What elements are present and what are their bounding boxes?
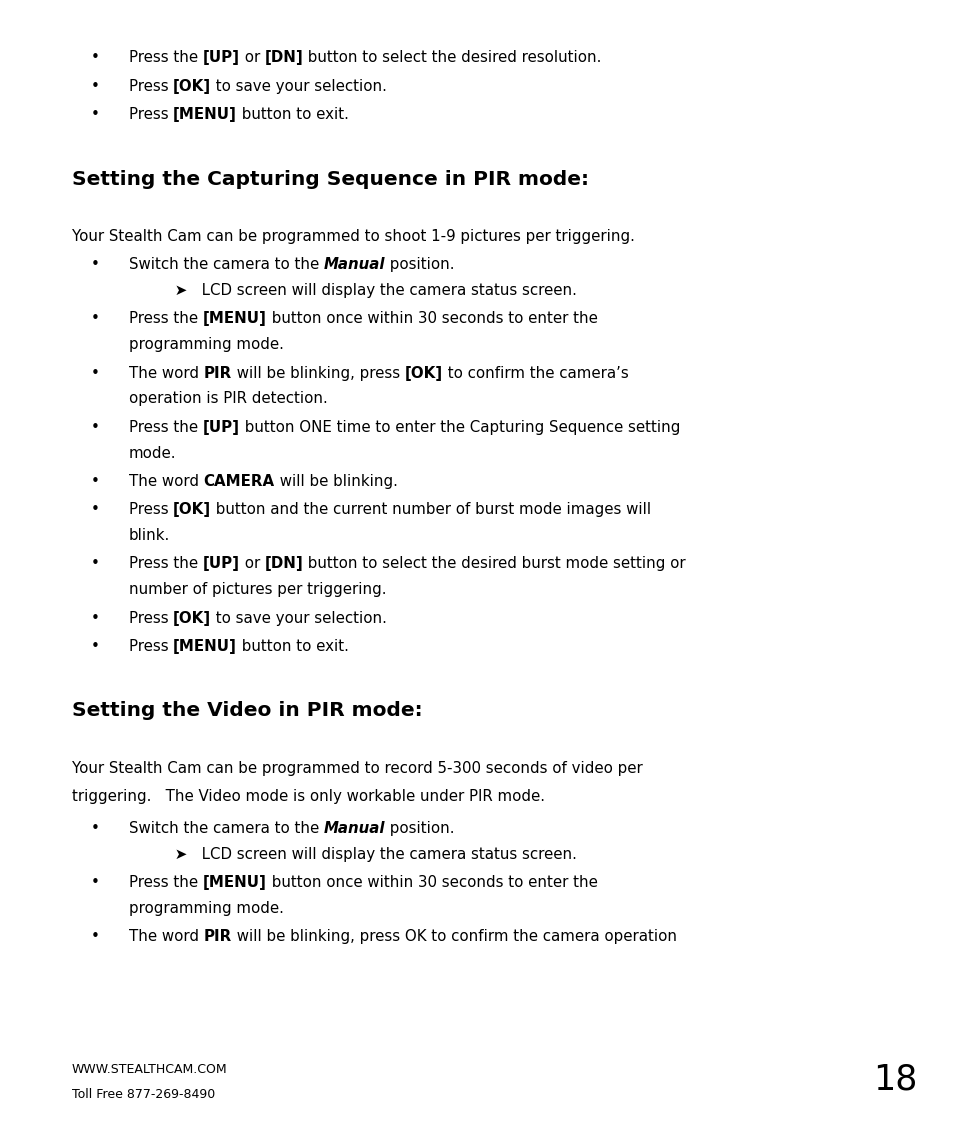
Text: •: • <box>91 930 99 945</box>
Text: •: • <box>91 639 99 654</box>
Text: •: • <box>91 420 99 435</box>
Text: [OK]: [OK] <box>173 610 211 625</box>
Text: Press the: Press the <box>129 311 202 326</box>
Text: or: or <box>239 50 264 65</box>
Text: Setting the Capturing Sequence in PIR mode:: Setting the Capturing Sequence in PIR mo… <box>71 169 588 189</box>
Text: Switch the camera to the: Switch the camera to the <box>129 258 323 273</box>
Text: [OK]: [OK] <box>173 503 211 518</box>
Text: •: • <box>91 875 99 891</box>
Text: button to select the desired burst mode setting or: button to select the desired burst mode … <box>303 556 685 571</box>
Text: [OK]: [OK] <box>404 365 442 380</box>
Text: [UP]: [UP] <box>202 420 239 435</box>
Text: Setting the Video in PIR mode:: Setting the Video in PIR mode: <box>71 702 422 720</box>
Text: [UP]: [UP] <box>202 50 239 65</box>
Text: CAMERA: CAMERA <box>203 474 274 489</box>
Text: to confirm the camera’s: to confirm the camera’s <box>442 365 628 380</box>
Text: •: • <box>91 821 99 836</box>
Text: PIR: PIR <box>203 930 232 945</box>
Text: [MENU]: [MENU] <box>202 311 266 326</box>
Text: The word: The word <box>129 930 203 945</box>
Text: [DN]: [DN] <box>264 556 303 571</box>
Text: •: • <box>91 106 99 123</box>
Text: button to exit.: button to exit. <box>236 639 349 654</box>
Text: •: • <box>91 503 99 518</box>
Text: [OK]: [OK] <box>173 79 211 94</box>
Text: will be blinking, press: will be blinking, press <box>232 365 404 380</box>
Text: The word: The word <box>129 474 203 489</box>
Text: button to exit.: button to exit. <box>236 106 349 123</box>
Text: •: • <box>91 258 99 273</box>
Text: •: • <box>91 311 99 326</box>
Text: will be blinking.: will be blinking. <box>274 474 397 489</box>
Text: or: or <box>239 556 264 571</box>
Text: Press the: Press the <box>129 556 202 571</box>
Text: operation is PIR detection.: operation is PIR detection. <box>129 392 327 406</box>
Text: button and the current number of burst mode images will: button and the current number of burst m… <box>211 503 651 518</box>
Text: ➤   LCD screen will display the camera status screen.: ➤ LCD screen will display the camera sta… <box>151 847 576 862</box>
Text: •: • <box>91 79 99 94</box>
Text: [MENU]: [MENU] <box>173 639 236 654</box>
Text: button once within 30 seconds to enter the: button once within 30 seconds to enter t… <box>266 875 597 891</box>
Text: Your Stealth Cam can be programmed to shoot 1-9 pictures per triggering.: Your Stealth Cam can be programmed to sh… <box>71 229 634 244</box>
Text: Press: Press <box>129 610 173 625</box>
Text: WWW.STEALTHCAM.COM: WWW.STEALTHCAM.COM <box>71 1063 227 1075</box>
Text: will be blinking, press OK to confirm the camera operation: will be blinking, press OK to confirm th… <box>232 930 676 945</box>
Text: [MENU]: [MENU] <box>202 875 266 891</box>
Text: position.: position. <box>385 821 455 836</box>
Text: Press: Press <box>129 639 173 654</box>
Text: 18: 18 <box>872 1063 917 1097</box>
Text: button once within 30 seconds to enter the: button once within 30 seconds to enter t… <box>266 311 597 326</box>
Text: programming mode.: programming mode. <box>129 901 283 916</box>
Text: •: • <box>91 365 99 380</box>
Text: number of pictures per triggering.: number of pictures per triggering. <box>129 582 386 598</box>
Text: •: • <box>91 556 99 571</box>
Text: Press the: Press the <box>129 50 202 65</box>
Text: •: • <box>91 474 99 489</box>
Text: PIR: PIR <box>203 365 232 380</box>
Text: Toll Free 877-269-8490: Toll Free 877-269-8490 <box>71 1088 214 1100</box>
Text: to save your selection.: to save your selection. <box>211 79 387 94</box>
Text: button to select the desired resolution.: button to select the desired resolution. <box>303 50 601 65</box>
Text: programming mode.: programming mode. <box>129 338 283 353</box>
Text: button ONE time to enter the Capturing Sequence setting: button ONE time to enter the Capturing S… <box>239 420 679 435</box>
Text: blink.: blink. <box>129 528 170 543</box>
Text: Press: Press <box>129 79 173 94</box>
Text: Press: Press <box>129 503 173 518</box>
Text: mode.: mode. <box>129 445 176 460</box>
Text: to save your selection.: to save your selection. <box>211 610 387 625</box>
Text: triggering.   The Video mode is only workable under PIR mode.: triggering. The Video mode is only worka… <box>71 789 544 804</box>
Text: Manual: Manual <box>323 821 385 836</box>
Text: Your Stealth Cam can be programmed to record 5-300 seconds of video per: Your Stealth Cam can be programmed to re… <box>71 760 641 776</box>
Text: Manual: Manual <box>323 258 385 273</box>
Text: ➤   LCD screen will display the camera status screen.: ➤ LCD screen will display the camera sta… <box>151 283 576 298</box>
Text: [DN]: [DN] <box>264 50 303 65</box>
Text: Press the: Press the <box>129 875 202 891</box>
Text: Switch the camera to the: Switch the camera to the <box>129 821 323 836</box>
Text: Press the: Press the <box>129 420 202 435</box>
Text: [UP]: [UP] <box>202 556 239 571</box>
Text: [MENU]: [MENU] <box>173 106 236 123</box>
Text: position.: position. <box>385 258 455 273</box>
Text: The word: The word <box>129 365 203 380</box>
Text: Press: Press <box>129 106 173 123</box>
Text: •: • <box>91 610 99 625</box>
Text: •: • <box>91 50 99 65</box>
